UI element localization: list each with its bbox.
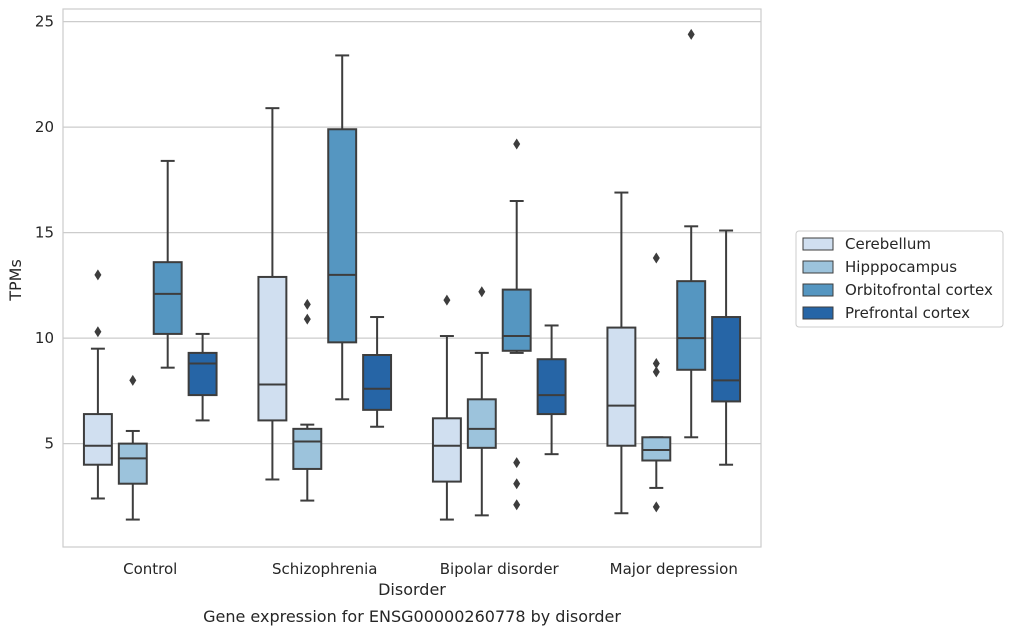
legend-swatch xyxy=(802,283,834,297)
outlier-point xyxy=(303,313,311,325)
legend-label: Cerebellum xyxy=(845,235,931,253)
x-tick-label: Schizophrenia xyxy=(272,560,377,578)
box-hipppocampus xyxy=(292,298,323,502)
y-tick-label: 20 xyxy=(35,118,54,136)
box xyxy=(606,326,637,447)
box xyxy=(536,358,567,416)
outlier-point xyxy=(652,357,660,369)
box xyxy=(327,128,358,344)
box xyxy=(257,275,288,422)
x-tick-label: Major depression xyxy=(610,560,738,578)
outlier-point xyxy=(94,326,102,338)
box xyxy=(466,398,497,449)
outlier-point xyxy=(303,298,311,310)
outlier-point xyxy=(652,366,660,378)
y-axis-label: TPMs xyxy=(6,259,25,302)
box xyxy=(711,316,742,403)
x-tick-label: Control xyxy=(123,560,177,578)
legend: Cerebellum Hipppocampus Orbitofrontal cort… xyxy=(795,230,1004,328)
box-cerebellum xyxy=(431,294,462,521)
box-orbitofrontal-cortex xyxy=(152,159,183,369)
outlier-point xyxy=(513,499,521,511)
y-axis-ticks: 5 10 15 20 25 xyxy=(35,13,54,453)
outlier-point xyxy=(687,28,695,40)
box xyxy=(362,354,393,411)
outlier-point xyxy=(129,374,137,386)
x-axis-label: Disorder xyxy=(378,580,446,599)
outlier-point xyxy=(652,252,660,264)
box-prefrontal-cortex xyxy=(711,229,742,466)
box xyxy=(117,442,148,485)
box-prefrontal-cortex xyxy=(187,332,218,422)
y-tick-label: 10 xyxy=(35,329,54,347)
outlier-point xyxy=(478,286,486,298)
outlier-point xyxy=(513,138,521,150)
outlier-point xyxy=(513,478,521,490)
legend-label: Orbitofrontal cortex xyxy=(845,281,993,299)
outlier-point xyxy=(443,294,451,306)
y-tick-label: 5 xyxy=(44,435,54,453)
box xyxy=(82,413,113,466)
box-cerebellum xyxy=(82,269,113,500)
box xyxy=(501,288,532,352)
x-axis-ticks: Control Schizophrenia Bipolar disorder Majo… xyxy=(123,560,738,578)
legend-label: Hipppocampus xyxy=(845,258,957,276)
box xyxy=(676,280,707,371)
box xyxy=(187,351,218,397)
box xyxy=(641,436,672,462)
y-tick-label: 25 xyxy=(35,13,54,31)
box-orbitofrontal-cortex xyxy=(676,28,707,439)
box-hipppocampus xyxy=(117,374,148,521)
box-hipppocampus xyxy=(641,252,672,513)
y-tick-label: 15 xyxy=(35,224,54,242)
box-prefrontal-cortex xyxy=(362,316,393,428)
legend-swatch xyxy=(802,306,834,320)
box-prefrontal-cortex xyxy=(536,324,567,456)
chart-caption: Gene expression for ENSG00000260778 by d… xyxy=(203,607,621,626)
box xyxy=(152,261,183,335)
box xyxy=(292,427,323,470)
legend-swatch xyxy=(802,260,834,274)
legend-label: Prefrontal cortex xyxy=(845,304,970,322)
box-hipppocampus xyxy=(466,286,497,517)
box-cerebellum xyxy=(257,107,288,481)
x-tick-label: Bipolar disorder xyxy=(440,560,560,578)
plot-frame xyxy=(62,8,762,548)
legend-frame xyxy=(795,230,1004,328)
plot-area xyxy=(82,28,742,521)
outlier-point xyxy=(94,269,102,281)
box-orbitofrontal-cortex xyxy=(327,54,358,401)
box xyxy=(431,417,462,483)
outlier-point xyxy=(513,457,521,469)
legend-swatch xyxy=(802,237,834,251)
outlier-point xyxy=(652,501,660,513)
box-cerebellum xyxy=(606,191,637,515)
box-orbitofrontal-cortex xyxy=(501,138,532,511)
